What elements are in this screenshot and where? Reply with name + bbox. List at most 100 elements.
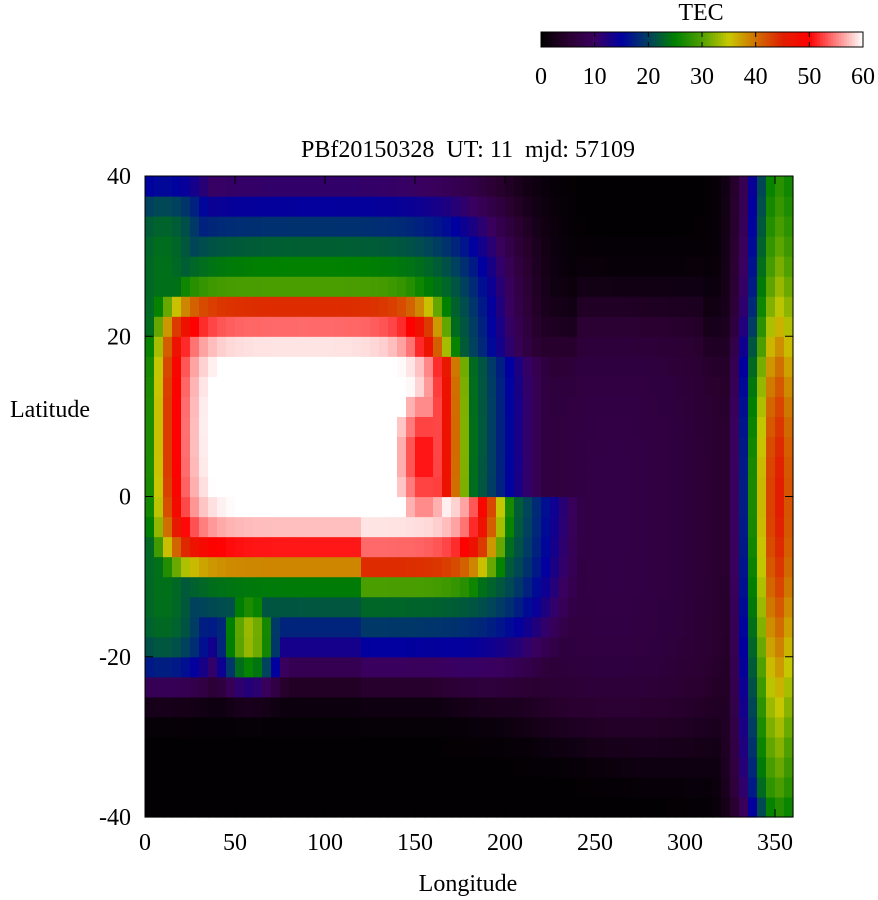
heatmap-cell (253, 296, 263, 317)
heatmap-cell (172, 696, 182, 718)
heatmap-cell (370, 556, 380, 578)
heatmap-cell (748, 796, 758, 818)
heatmap-cell (667, 316, 677, 337)
heatmap-cell (190, 296, 200, 317)
heatmap-cell (325, 376, 335, 397)
colorbar-segment (642, 32, 647, 47)
heatmap-cell (181, 476, 191, 498)
heatmap-cell (577, 176, 587, 197)
heatmap-cell (595, 696, 605, 718)
heatmap-cell (460, 556, 470, 578)
heatmap-cell (325, 636, 335, 658)
heatmap-cell (451, 756, 461, 778)
heatmap-cell (235, 716, 245, 738)
heatmap-cell (298, 556, 308, 578)
heatmap-cell (460, 436, 470, 458)
heatmap-cell (307, 436, 317, 458)
heatmap-cell (514, 676, 524, 698)
heatmap-cell (406, 496, 416, 518)
heatmap-cell (325, 216, 335, 237)
colorbar-segment (616, 32, 620, 47)
heatmap-cell (649, 516, 659, 538)
heatmap-cell (370, 516, 380, 538)
heatmap-cell (550, 736, 560, 758)
heatmap-cell (478, 736, 488, 758)
heatmap-cell (370, 416, 380, 438)
heatmap-cell (379, 276, 389, 297)
heatmap-cell (199, 316, 209, 337)
heatmap-cell (721, 216, 731, 237)
heatmap-cell (613, 576, 623, 598)
heatmap-cell (595, 676, 605, 698)
heatmap-cell (577, 336, 587, 357)
heatmap-cell (424, 636, 434, 658)
heatmap-cell (415, 536, 425, 558)
heatmap-cell (235, 776, 245, 798)
heatmap-cell (424, 376, 434, 397)
heatmap-cell (757, 356, 767, 377)
heatmap-cell (298, 616, 308, 638)
heatmap-cell (271, 576, 281, 598)
heatmap-cell (712, 496, 722, 518)
heatmap-cell (262, 396, 272, 417)
heatmap-cell (406, 596, 416, 618)
heatmap-cell (217, 616, 227, 638)
heatmap-cell (235, 236, 245, 257)
heatmap-cell (145, 196, 155, 217)
heatmap-cell (739, 276, 749, 297)
heatmap-cell (559, 596, 569, 618)
heatmap-cell (649, 496, 659, 518)
heatmap-cell (640, 796, 650, 818)
heatmap-cell (190, 636, 200, 658)
heatmap-cell (181, 556, 191, 578)
heatmap-cell (415, 396, 425, 417)
heatmap-cell (532, 316, 542, 337)
colorbar-segment (691, 32, 695, 47)
heatmap-cell (586, 416, 596, 438)
heatmap-cell (145, 356, 155, 377)
heatmap-cell (478, 456, 488, 478)
heatmap-cell (235, 636, 245, 658)
heatmap-cell (307, 216, 317, 237)
heatmap-cell (775, 296, 785, 317)
heatmap-cell (523, 456, 533, 478)
heatmap-cell (433, 236, 443, 257)
heatmap-cell (433, 536, 443, 558)
heatmap-cell (577, 416, 587, 438)
heatmap-cell (739, 776, 749, 798)
heatmap-cell (307, 736, 317, 758)
heatmap-cell (280, 176, 290, 197)
heatmap-cell (415, 556, 425, 578)
heatmap-cell (532, 516, 542, 538)
heatmap-cell (496, 516, 506, 538)
heatmap-cell (334, 636, 344, 658)
heatmap-cell (235, 496, 245, 518)
heatmap-cell (271, 756, 281, 778)
heatmap-cell (262, 296, 272, 317)
colorbar-segment (557, 32, 561, 47)
heatmap-cell (775, 756, 785, 778)
heatmap-cell (307, 376, 317, 397)
heatmap-cell (154, 496, 164, 518)
heatmap-cell (154, 376, 164, 397)
heatmap-cell (694, 736, 704, 758)
heatmap-cell (703, 536, 713, 558)
colorbar-segment (825, 32, 829, 47)
heatmap-cell (289, 216, 299, 237)
heatmap-cell (523, 316, 533, 337)
heatmap-cell (298, 536, 308, 558)
heatmap-cell (613, 416, 623, 438)
heatmap-cell (541, 536, 551, 558)
heatmap-cell (424, 776, 434, 798)
heatmap-cell (361, 256, 371, 277)
heatmap-cell (253, 176, 263, 197)
heatmap-cell (604, 496, 614, 518)
heatmap-cell (172, 376, 182, 397)
heatmap-cell (478, 236, 488, 257)
colorbar-segment (830, 32, 834, 47)
heatmap-cell (658, 376, 668, 397)
heatmap-cell (712, 516, 722, 538)
heatmap-cell (397, 556, 407, 578)
heatmap-cell (352, 576, 362, 598)
heatmap-cell (775, 596, 785, 618)
